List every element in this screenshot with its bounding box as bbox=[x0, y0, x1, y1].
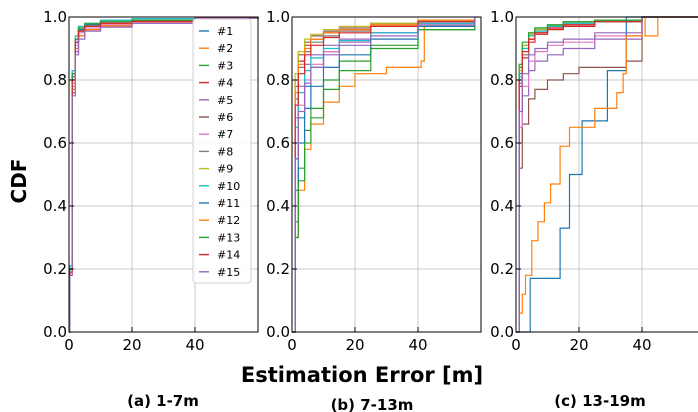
series-line-8 bbox=[516, 16, 698, 333]
x-tick-label: 0 bbox=[511, 336, 521, 354]
x-axis-label: Estimation Error [m] bbox=[241, 363, 483, 387]
plot-frame bbox=[515, 16, 698, 333]
plot-frame bbox=[68, 16, 259, 333]
legend-label: #5 bbox=[217, 94, 233, 107]
series-line-12 bbox=[516, 16, 698, 333]
caption-b: (b) 7-13m bbox=[331, 396, 414, 412]
x-tick-label: 20 bbox=[345, 336, 364, 354]
legend-label: #12 bbox=[217, 214, 240, 227]
y-tick-label: 0.4 bbox=[43, 197, 67, 215]
legend-label: #14 bbox=[217, 249, 240, 262]
y-tick-label: 0.4 bbox=[266, 197, 290, 215]
legend-label: #11 bbox=[217, 197, 240, 210]
legend: #1 #2 #3 #4 #5 #6 #7 #8 #9 #10 #11 #12 #13 #14 #15 bbox=[192, 18, 252, 284]
series-line-6 bbox=[516, 16, 698, 333]
y-tick-label: 0.8 bbox=[490, 71, 514, 89]
x-tick-label: 40 bbox=[185, 336, 204, 354]
legend-label: #3 bbox=[217, 59, 233, 72]
legend-box bbox=[192, 18, 252, 284]
series-line-9 bbox=[516, 16, 698, 333]
caption-c: (c) 13-19m bbox=[554, 392, 645, 410]
legend-label: #7 bbox=[217, 128, 233, 141]
y-tick-label: 0.0 bbox=[43, 323, 67, 341]
series-line-4 bbox=[516, 16, 698, 333]
y-tick-label: 1.0 bbox=[43, 8, 67, 26]
y-tick-label: 0.2 bbox=[43, 260, 67, 278]
series-line-5 bbox=[516, 16, 698, 333]
x-tick-label: 0 bbox=[287, 336, 297, 354]
series-line-15 bbox=[292, 17, 476, 333]
legend-label: #6 bbox=[217, 111, 233, 124]
legend-label: #15 bbox=[217, 266, 240, 279]
series-line-2 bbox=[516, 16, 698, 333]
series-line-14 bbox=[516, 16, 698, 333]
y-tick-label: 0.2 bbox=[266, 260, 290, 278]
legend-label: #13 bbox=[217, 231, 240, 244]
panel-1: 0 20 40 0.0 0.2 0.4 0.6 0.8 1.0 bbox=[266, 8, 482, 354]
y-tick-label: 0.8 bbox=[43, 71, 67, 89]
legend-label: #4 bbox=[217, 77, 233, 90]
series-line-3 bbox=[516, 16, 698, 333]
y-tick-label: 1.0 bbox=[490, 8, 514, 26]
plot-frame bbox=[291, 16, 482, 333]
legend-label: #9 bbox=[217, 163, 233, 176]
x-tick-label: 40 bbox=[632, 336, 651, 354]
x-tick-label: 40 bbox=[408, 336, 427, 354]
x-tick-label: 0 bbox=[64, 336, 74, 354]
legend-label: #1 bbox=[217, 25, 233, 38]
x-tick-label: 20 bbox=[569, 336, 588, 354]
series-line-7 bbox=[516, 16, 698, 333]
y-tick-label: 1.0 bbox=[266, 8, 290, 26]
series-line-1 bbox=[516, 16, 698, 333]
y-tick-label: 0.0 bbox=[490, 323, 514, 341]
y-tick-label: 0.0 bbox=[266, 323, 290, 341]
series-line-7 bbox=[292, 17, 476, 333]
series-line-15 bbox=[516, 16, 698, 333]
y-tick-label: 0.8 bbox=[266, 71, 290, 89]
legend-label: #10 bbox=[217, 180, 240, 193]
series-line-13 bbox=[292, 17, 476, 333]
x-tick-label: 20 bbox=[122, 336, 141, 354]
legend-label: #8 bbox=[217, 145, 233, 158]
series-line-13 bbox=[516, 16, 698, 333]
y-tick-label: 0.4 bbox=[490, 197, 514, 215]
y-tick-label: 0.6 bbox=[490, 134, 514, 152]
y-tick-label: 0.6 bbox=[43, 134, 67, 152]
y-tick-label: 0.2 bbox=[490, 260, 514, 278]
panel-0: 0 20 400.00.20.40.60.81.0#1#2#3#4#5#6#7#8#… bbox=[43, 8, 259, 354]
y-tick-label: 0.6 bbox=[266, 134, 290, 152]
series-line-10 bbox=[516, 16, 698, 333]
y-axis-label: CDF bbox=[7, 159, 31, 204]
series-line-11 bbox=[516, 16, 698, 333]
panel-2: 0 20 40 0.0 0.2 0.4 0.6 0.8 1.0 bbox=[490, 8, 698, 354]
caption-a: (a) 1-7m bbox=[127, 392, 199, 410]
legend-label: #2 bbox=[217, 42, 233, 55]
